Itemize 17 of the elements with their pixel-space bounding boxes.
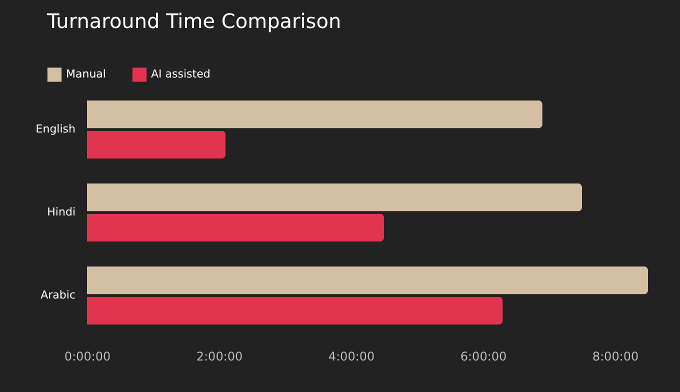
legend-label: Manual: [66, 68, 106, 81]
legend-label: AI assisted: [151, 68, 210, 81]
bar: [87, 214, 384, 242]
bar: [87, 266, 648, 294]
y-tick-label: Arabic: [40, 288, 76, 302]
y-tick-label: Hindi: [47, 206, 76, 218]
bar: [87, 183, 582, 212]
chart-title: Turnaround Time Comparison: [46, 9, 342, 33]
bar: [87, 100, 542, 128]
x-tick-label: 2:00:00: [196, 350, 243, 364]
bar: [87, 296, 503, 325]
x-tick-label: 6:00:00: [460, 350, 507, 364]
x-tick-label: 4:00:00: [328, 350, 375, 364]
bar: [87, 130, 226, 159]
x-tick-label: 8:00:00: [592, 350, 639, 364]
y-tick-label: English: [36, 122, 76, 136]
x-tick-label: 0:00:00: [64, 350, 111, 364]
